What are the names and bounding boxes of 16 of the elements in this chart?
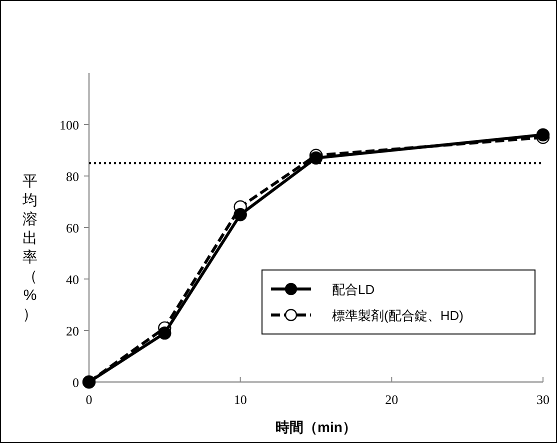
point: [158, 326, 172, 340]
y-tick-label: 60: [66, 220, 79, 236]
x-tick-label: 0: [86, 392, 92, 407]
y-tick-label: 100: [60, 118, 79, 132]
ylabel: 平均溶出率（%）: [22, 173, 38, 323]
x-tick-label: 20: [385, 392, 398, 407]
y-tick-label: 80: [66, 169, 79, 184]
x-axis-title: 時間（min）: [276, 419, 356, 435]
x-tick-label: 10: [234, 392, 247, 407]
point: [536, 128, 550, 142]
x-tick-label: 30: [536, 392, 550, 407]
y-tick-label: 0: [72, 375, 79, 390]
y-tick-label: 40: [66, 272, 79, 287]
point: [309, 151, 323, 165]
point: [234, 208, 247, 222]
y-tick-label: 20: [66, 324, 79, 338]
